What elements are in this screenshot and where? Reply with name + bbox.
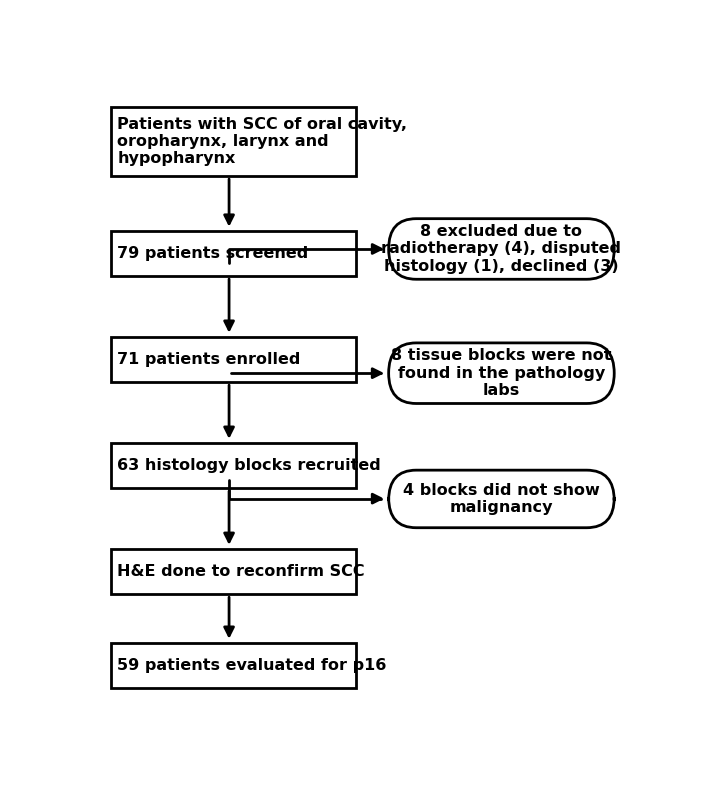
FancyBboxPatch shape (111, 337, 356, 382)
FancyBboxPatch shape (111, 231, 356, 276)
FancyBboxPatch shape (111, 106, 356, 176)
FancyBboxPatch shape (388, 470, 614, 528)
Text: 63 histology blocks recruited: 63 histology blocks recruited (117, 458, 381, 473)
Text: H&E done to reconfirm SCC: H&E done to reconfirm SCC (117, 564, 365, 579)
FancyBboxPatch shape (111, 443, 356, 488)
Text: 4 blocks did not show
malignancy: 4 blocks did not show malignancy (403, 482, 600, 515)
FancyBboxPatch shape (388, 219, 614, 279)
FancyBboxPatch shape (111, 643, 356, 689)
FancyBboxPatch shape (388, 343, 614, 404)
Text: 8 tissue blocks were not
found in the pathology
labs: 8 tissue blocks were not found in the pa… (391, 349, 612, 398)
Text: 8 excluded due to
radiotherapy (4), disputed
histology (1), declined (3): 8 excluded due to radiotherapy (4), disp… (381, 224, 621, 274)
Text: Patients with SCC of oral cavity,
oropharynx, larynx and
hypopharynx: Patients with SCC of oral cavity, oropha… (117, 116, 408, 166)
Text: 71 patients enrolled: 71 patients enrolled (117, 352, 301, 367)
Text: 79 patients screened: 79 patients screened (117, 246, 309, 261)
FancyBboxPatch shape (111, 549, 356, 594)
Text: 59 patients evaluated for p16: 59 patients evaluated for p16 (117, 658, 387, 673)
